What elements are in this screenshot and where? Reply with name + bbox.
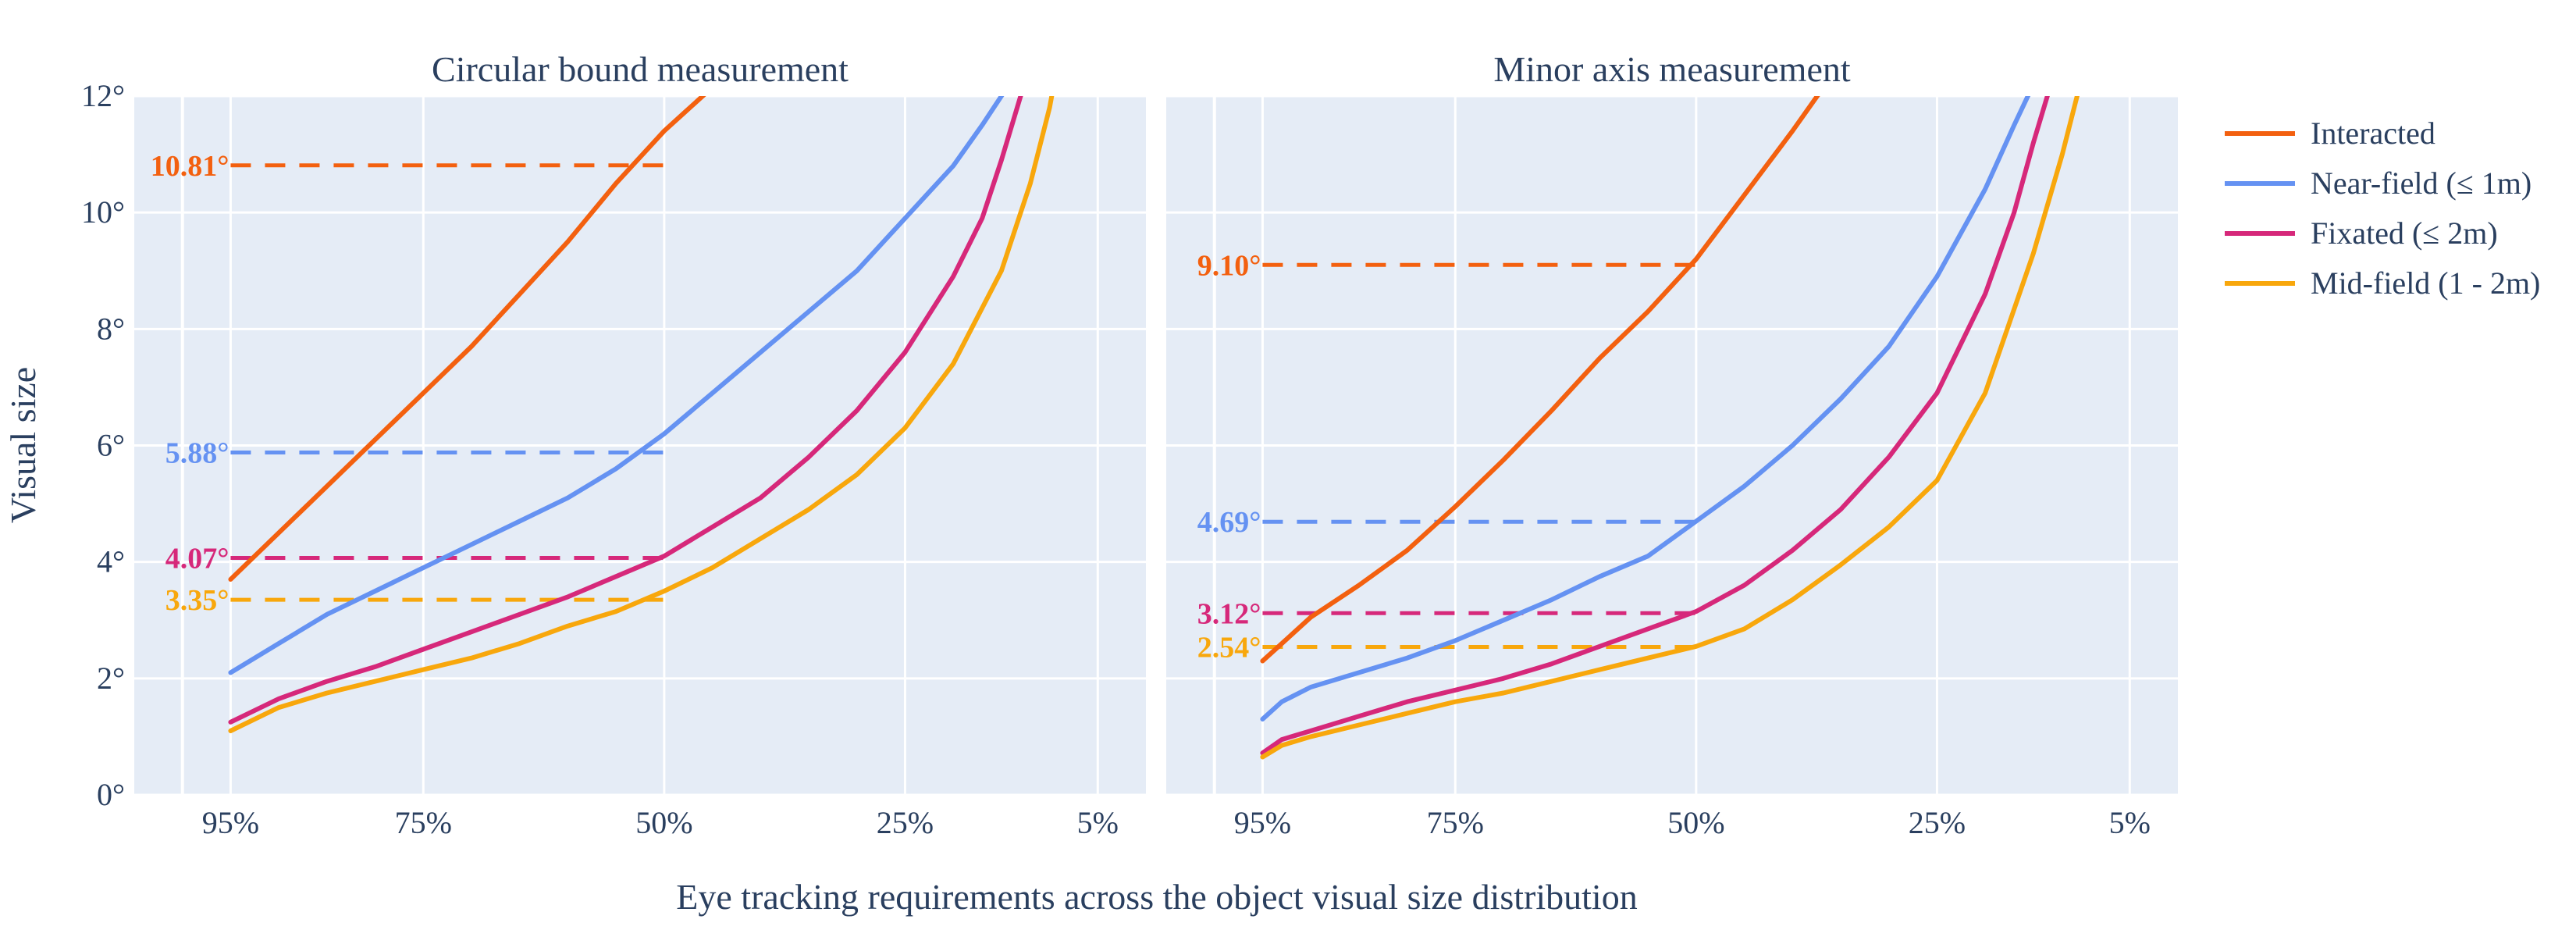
reference-label: 5.88° bbox=[165, 436, 229, 469]
x-tick-labels: 95% 75% 50% 25% 5% bbox=[1234, 805, 2151, 840]
reference-label: 4.69° bbox=[1197, 506, 1261, 539]
y-tick-label: 2° bbox=[97, 661, 125, 696]
x-axis-title: Eye tracking requirements across the obj… bbox=[676, 877, 1637, 917]
legend-label: Interacted bbox=[2311, 116, 2435, 151]
series-line bbox=[1260, 96, 1820, 664]
x-tick-label: 5% bbox=[1077, 805, 1119, 840]
grid bbox=[134, 94, 1146, 796]
series-lines bbox=[228, 96, 1055, 733]
x-tick-label: 75% bbox=[395, 805, 452, 840]
x-tick-label: 95% bbox=[202, 805, 259, 840]
reference-label: 3.35° bbox=[165, 584, 229, 617]
subplot-minor-axis: 9.10° 4.69° 3.12°2.54° 95% 75% 50% 25% 5% Mino… bbox=[1166, 49, 2178, 840]
y-axis-title: Visual size bbox=[3, 367, 43, 523]
y-tick-label: 6° bbox=[97, 428, 125, 463]
series-line bbox=[228, 96, 1055, 733]
reference-lines bbox=[1262, 262, 1696, 650]
series-line bbox=[1260, 96, 2050, 756]
x-tick-label: 25% bbox=[1909, 805, 1966, 840]
reference-label: 4.07° bbox=[165, 542, 229, 575]
reference-label: 10.81° bbox=[151, 150, 229, 183]
series-line bbox=[1260, 96, 2031, 721]
legend: Interacted Near-field (≤ 1m) Fixated (≤ 2m… bbox=[2225, 116, 2540, 301]
y-tick-label: 8° bbox=[97, 311, 125, 346]
y-tick-label: 0° bbox=[97, 777, 125, 812]
reference-label: 3.12° bbox=[1197, 597, 1261, 630]
x-tick-labels: 95% 75% 50% 25% 5% bbox=[202, 805, 1119, 840]
legend-label: Mid-field (1 - 2m) bbox=[2311, 265, 2540, 301]
reference-label: 2.54° bbox=[1197, 632, 1261, 664]
series-line bbox=[228, 96, 1005, 675]
x-tick-label: 25% bbox=[877, 805, 934, 840]
series-line bbox=[228, 96, 706, 582]
x-tick-label: 75% bbox=[1427, 805, 1484, 840]
reference-labels: 10.81° 5.88° 4.07° 3.35° bbox=[151, 150, 229, 617]
x-tick-label: 50% bbox=[635, 805, 692, 840]
y-tick-labels: 0° 2° 4° 6° 8° 10° 12° bbox=[81, 78, 125, 812]
x-tick-label: 95% bbox=[1234, 805, 1291, 840]
y-tick-label: 10° bbox=[81, 194, 125, 230]
legend-label: Near-field (≤ 1m) bbox=[2311, 166, 2532, 201]
reference-label: 9.10° bbox=[1197, 249, 1261, 282]
x-tick-label: 5% bbox=[2109, 805, 2151, 840]
series-line bbox=[1260, 96, 2080, 760]
subplot-circular-bound: 10.81° 5.88° 4.07° 3.35° 95% 75% 50% 25% 5% 0° 2… bbox=[81, 49, 1146, 840]
subplot-title: Circular bound measurement bbox=[432, 49, 849, 89]
subplot-title: Minor axis measurement bbox=[1493, 49, 1851, 89]
y-tick-label: 12° bbox=[81, 78, 125, 113]
series-lines bbox=[1260, 96, 2080, 760]
series-line bbox=[228, 96, 1023, 725]
grid bbox=[1166, 94, 2178, 796]
legend-label: Fixated (≤ 2m) bbox=[2311, 216, 2498, 251]
y-tick-label: 4° bbox=[97, 544, 125, 579]
reference-labels: 9.10° 4.69° 3.12°2.54° bbox=[1197, 249, 1261, 664]
reference-lines bbox=[230, 163, 664, 602]
x-tick-label: 50% bbox=[1667, 805, 1724, 840]
